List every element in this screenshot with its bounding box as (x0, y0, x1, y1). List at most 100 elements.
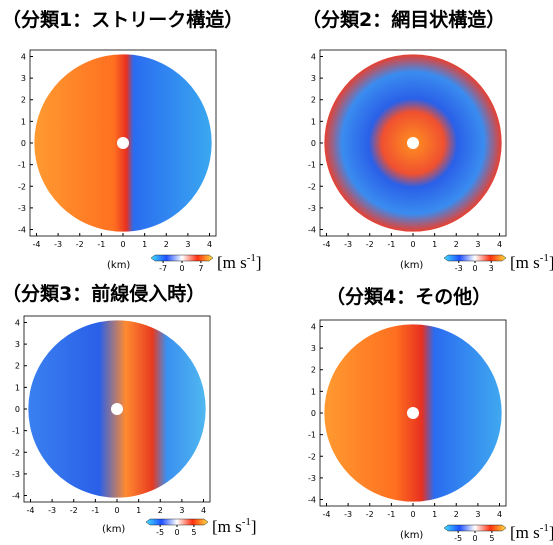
y-tick-label: 1 (311, 387, 316, 396)
colorbar (151, 255, 213, 261)
y-tick-label: 3 (15, 340, 20, 349)
y-tick-label: -3 (18, 204, 26, 213)
x-axis-label: (km) (400, 530, 423, 541)
colorbar-tick-label: -5 (156, 528, 164, 537)
x-axis-label: (km) (107, 260, 130, 271)
x-tick-label: 0 (120, 240, 125, 249)
unit-sup: -1 (247, 252, 256, 264)
y-tick-label: 3 (311, 74, 316, 83)
y-tick-label: 0 (21, 139, 26, 148)
y-tick-label: 4 (311, 52, 316, 61)
radar-center (117, 137, 129, 149)
unit-text: [m s (217, 253, 247, 272)
x-tick-label: -3 (48, 506, 56, 515)
y-tick-label: -2 (308, 182, 316, 191)
y-tick-label: 2 (21, 96, 26, 105)
x-tick-label: -2 (76, 240, 84, 249)
x-axis-label: (km) (400, 260, 423, 271)
colorbar-tick-label: -5 (454, 534, 462, 543)
x-tick-label: 2 (158, 506, 163, 515)
y-tick-label: 2 (311, 96, 316, 105)
unit-label: [m s-1] (510, 252, 553, 272)
unit-close: ] (549, 253, 553, 272)
y-tick-label: -3 (12, 470, 20, 479)
y-tick-label: 0 (311, 139, 316, 148)
x-tick-label: 0 (114, 506, 119, 515)
colorbar-tick-label: 5 (191, 528, 196, 537)
y-tick-label: 0 (15, 405, 20, 414)
panel-title: （分類4：その他） (326, 285, 491, 308)
y-tick-label: 1 (311, 117, 316, 126)
y-tick-label: -2 (12, 448, 20, 457)
y-tick-label: 3 (311, 344, 316, 353)
colorbar-tick-label: 0 (472, 534, 477, 543)
y-tick-label: 3 (21, 74, 26, 83)
y-tick-label: 4 (15, 318, 20, 327)
x-tick-label: 0 (410, 240, 415, 249)
x-tick-label: 1 (136, 506, 141, 515)
colorbar (444, 255, 506, 261)
x-tick-label: 4 (207, 240, 212, 249)
y-tick-label: -4 (308, 226, 316, 235)
y-tick-label: 2 (15, 362, 20, 371)
x-tick-label: -1 (91, 506, 99, 515)
unit-label: [m s-1] (510, 522, 553, 542)
x-tick-label: 3 (475, 240, 480, 249)
x-tick-label: -2 (366, 240, 374, 249)
unit-text: [m s (212, 517, 242, 536)
y-tick-label: -2 (18, 182, 26, 191)
x-tick-label: -3 (344, 510, 352, 519)
unit-text: [m s (510, 523, 540, 542)
x-tick-label: -2 (70, 506, 78, 515)
x-tick-label: 1 (142, 240, 147, 249)
colorbar-tick-label: -7 (159, 264, 167, 273)
x-tick-label: -4 (32, 240, 40, 249)
x-tick-label: -1 (387, 240, 395, 249)
x-tick-label: -3 (54, 240, 62, 249)
x-tick-label: 2 (164, 240, 169, 249)
x-tick-label: -1 (97, 240, 105, 249)
panel-title: （分類1：ストリーク構造） (2, 8, 243, 31)
unit-sup: -1 (540, 252, 549, 264)
y-tick-label: 1 (15, 383, 20, 392)
x-tick-label: 1 (432, 510, 437, 519)
figure: （分類1：ストリーク構造） -4 -3 -2 -1 0 1 2 3 4 -4 -3 -2 -1 0 1 2 3 4 (… (0, 0, 553, 545)
radar-center (407, 137, 419, 149)
x-tick-label: 3 (475, 510, 480, 519)
colorbar-tick-label: 0 (179, 264, 184, 273)
radar-center (111, 403, 123, 415)
radar-center (407, 407, 419, 419)
y-tick-label: -1 (18, 161, 26, 170)
x-tick-label: -1 (387, 510, 395, 519)
y-tick-label: -1 (12, 427, 20, 436)
x-tick-label: 4 (497, 510, 502, 519)
unit-close: ] (549, 523, 553, 542)
unit-sup: -1 (242, 516, 251, 528)
colorbar-tick-label: 0 (174, 528, 179, 537)
x-tick-label: 2 (454, 240, 459, 249)
unit-close: ] (251, 517, 257, 536)
unit-label: [m s-1] (212, 516, 257, 536)
x-axis-label: (km) (102, 524, 125, 535)
y-tick-label: 4 (311, 322, 316, 331)
y-tick-label: -2 (308, 452, 316, 461)
x-tick-label: -4 (322, 240, 330, 249)
x-tick-label: 0 (410, 510, 415, 519)
unit-label: [m s-1] (217, 252, 262, 272)
x-tick-label: 4 (201, 506, 206, 515)
y-tick-label: 4 (21, 52, 26, 61)
colorbar (444, 525, 506, 531)
unit-text: [m s (510, 253, 540, 272)
y-tick-label: -4 (18, 226, 26, 235)
y-tick-label: -1 (308, 431, 316, 440)
x-tick-label: -4 (26, 506, 34, 515)
colorbar-tick-label: 5 (489, 534, 494, 543)
colorbar-tick-label: 7 (198, 264, 203, 273)
y-tick-label: -3 (308, 474, 316, 483)
panel-title: （分類3：前線侵入時） (2, 282, 205, 305)
colorbar (146, 519, 208, 525)
colorbar-tick-label: 0 (472, 264, 477, 273)
x-tick-label: 3 (179, 506, 184, 515)
x-tick-label: -3 (344, 240, 352, 249)
y-tick-label: -3 (308, 204, 316, 213)
